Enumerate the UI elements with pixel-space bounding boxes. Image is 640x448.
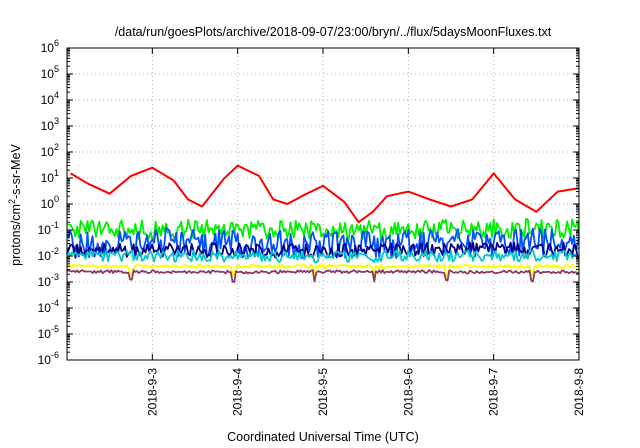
y-tick-label: 10-6: [38, 350, 59, 367]
y-tick-label: 10-1: [38, 220, 59, 237]
y-tick-base: 10: [41, 41, 55, 55]
y-tick-base: 10: [41, 67, 55, 81]
y-tick-exp: -3: [51, 272, 59, 282]
chart-title: /data/run/goesPlots/archive/2018-09-07/2…: [115, 25, 552, 39]
y-tick-base: 10: [38, 223, 52, 237]
y-axis-label: protons/cm2-s-sr-MeV: [7, 143, 23, 265]
y-tick-label: 105: [41, 64, 59, 81]
y-tick-base: 10: [38, 301, 52, 315]
series-group: [66, 164, 580, 283]
y-tick-exp: 5: [54, 64, 59, 74]
y-tick-base: 10: [38, 275, 52, 289]
y-tick-label: 101: [41, 168, 59, 185]
y-tick-exp: -5: [51, 324, 59, 334]
y-tick-exp: -2: [51, 246, 59, 256]
y-tick-base: 10: [41, 145, 55, 159]
y-tick-exp: -4: [51, 298, 59, 308]
series-line-5: [66, 263, 580, 278]
y-tick-exp: -1: [51, 220, 59, 230]
series-line-4: [66, 249, 580, 264]
y-axis-label-base: protons/cm: [9, 204, 23, 266]
series-line-0: [70, 164, 580, 224]
y-tick-exp: 6: [54, 38, 59, 48]
series-line-6: [66, 269, 580, 283]
x-tick-label: 2018-9-7: [487, 368, 501, 416]
y-tick-label: 10-3: [38, 272, 59, 289]
y-tick-base: 10: [38, 249, 52, 263]
y-tick-label: 100: [41, 194, 59, 211]
y-tick-label: 102: [41, 142, 59, 159]
y-axis-label-sup: 2: [7, 199, 17, 204]
y-tick-label: 104: [41, 90, 59, 107]
y-tick-base: 10: [41, 171, 55, 185]
y-tick-exp: -6: [51, 350, 59, 360]
y-tick-base: 10: [38, 353, 52, 367]
x-tick-label: 2018-9-4: [231, 368, 245, 416]
y-tick-label: 10-5: [38, 324, 59, 341]
y-tick-exp: 2: [54, 142, 59, 152]
y-tick-base: 10: [41, 197, 55, 211]
series-line-3: [66, 241, 580, 259]
y-tick-label: 10-4: [38, 298, 59, 315]
grid: [67, 48, 579, 360]
y-tick-label: 103: [41, 116, 59, 133]
x-tick-label: 2018-9-5: [316, 368, 330, 416]
y-tick-exp: 1: [54, 168, 59, 178]
y-tick-label: 106: [41, 38, 59, 55]
y-tick-exp: 0: [54, 194, 59, 204]
y-tick-base: 10: [41, 119, 55, 133]
y-tick-exp: 4: [54, 90, 59, 100]
y-tick-exp: 3: [54, 116, 59, 126]
x-tick-label: 2018-9-8: [572, 368, 586, 416]
y-tick-base: 10: [38, 327, 52, 341]
x-tick-label: 2018-9-6: [401, 368, 415, 416]
x-axis-ticks: 2018-9-3 2018-9-4 2018-9-5 2018-9-6 2018-9-7…: [145, 48, 586, 416]
y-axis-label-rest: -s-sr-MeV: [9, 143, 23, 199]
x-axis-label: Coordinated Universal Time (UTC): [227, 430, 419, 444]
x-tick-label: 2018-9-3: [145, 368, 159, 416]
y-tick-label: 10-2: [38, 246, 59, 263]
y-tick-base: 10: [41, 93, 55, 107]
y-axis-ticks: 10610510410310210110010-110-210-310-410-…: [38, 38, 579, 367]
